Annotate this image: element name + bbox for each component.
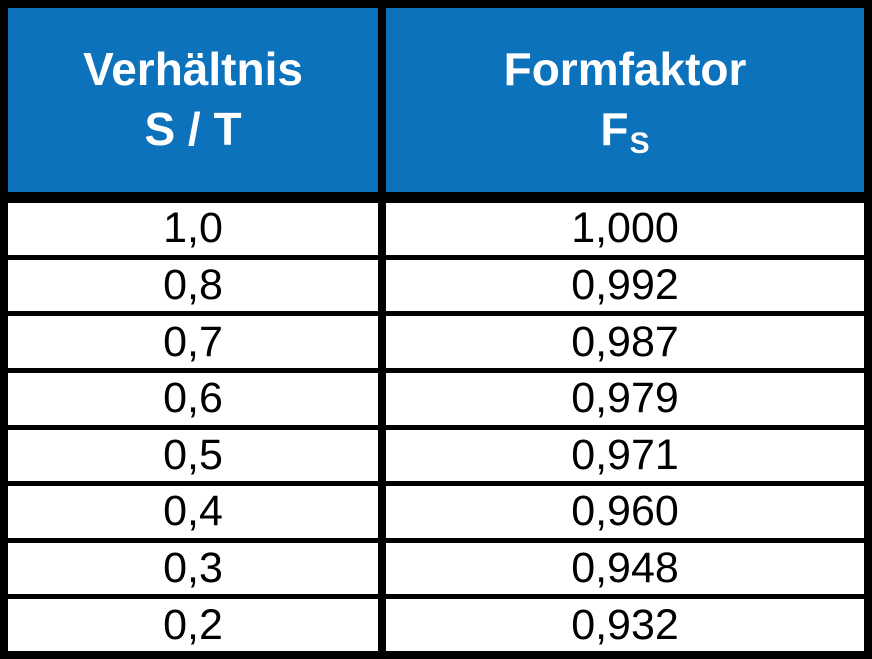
ratio-cell: 1,0 <box>8 203 378 255</box>
ratio-cell: 0,2 <box>8 599 378 651</box>
formfactor-cell: 1,000 <box>386 203 864 255</box>
formfactor-header-line1: Formfaktor <box>503 43 747 96</box>
ratio-cell: 0,5 <box>8 429 378 482</box>
ratio-header-line2: S / T <box>144 103 242 155</box>
ratio-cell: 0,4 <box>8 486 378 538</box>
ratio-header-line1: Verhältnis <box>83 43 303 96</box>
formfactor-cell: 0,992 <box>386 259 864 312</box>
ratio-cell: 0,8 <box>8 259 378 312</box>
header-cell-formfactor: Formfaktor FS <box>386 8 864 198</box>
header-cell-ratio: Verhältnis S / T <box>8 8 378 198</box>
ratio-cell: 0,7 <box>8 316 378 368</box>
formfactor-cell: 0,987 <box>386 316 864 368</box>
formfactor-header-symbol: FS <box>600 100 649 160</box>
formfactor-symbol-subscript: S <box>629 127 650 161</box>
formfactor-cell: 0,960 <box>386 486 864 538</box>
formfactor-cell: 0,979 <box>386 372 864 425</box>
formfactor-cell: 0,971 <box>386 429 864 482</box>
ratio-cell: 0,6 <box>8 372 378 425</box>
formfactor-cell: 0,948 <box>386 542 864 595</box>
formfactor-symbol-base: F <box>600 103 629 155</box>
ratio-cell: 0,3 <box>8 542 378 595</box>
formfactor-cell: 0,932 <box>386 599 864 651</box>
